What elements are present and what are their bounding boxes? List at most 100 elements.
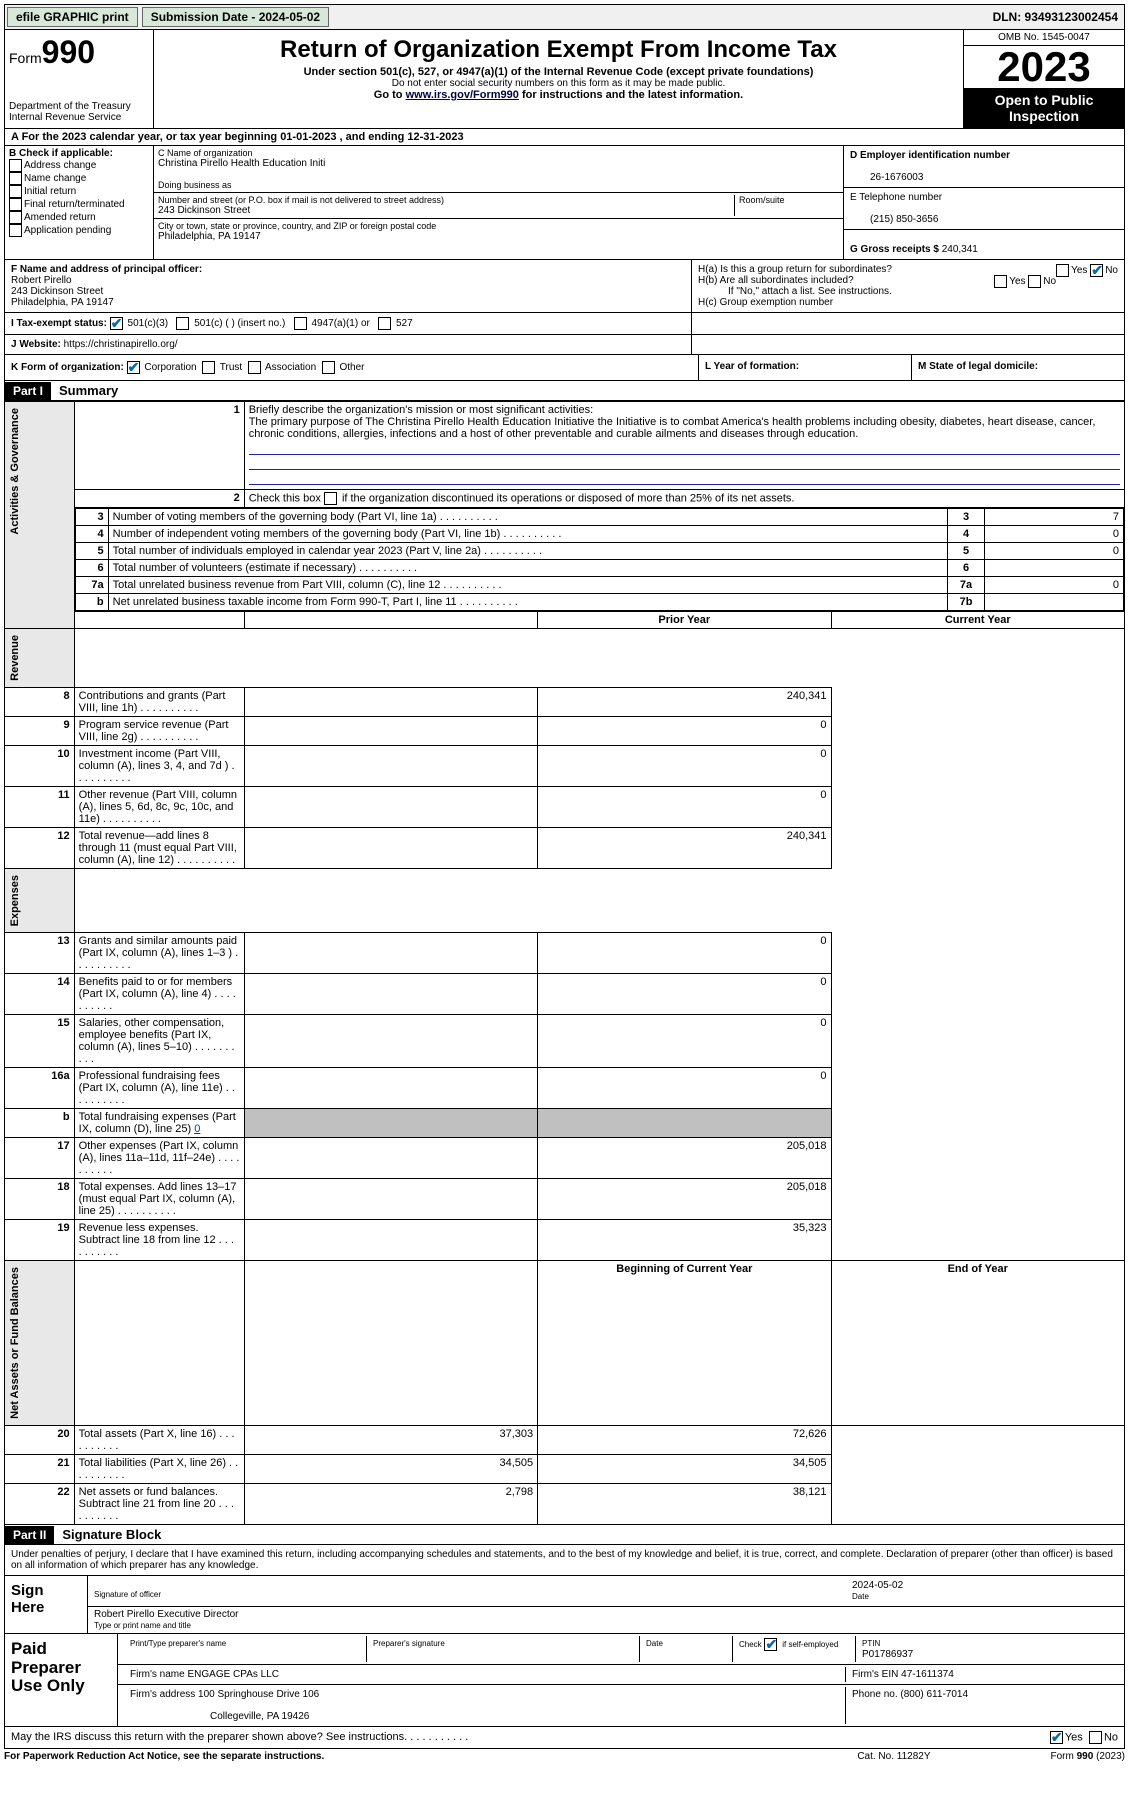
table-row: 21 Total liabilities (Part X, line 26) 3… [5,1455,1125,1484]
gov-rows-container: 3 Number of voting members of the govern… [5,508,1125,612]
sign-here-label: Sign Here [5,1576,88,1633]
b-heading: B Check if applicable: [9,148,149,159]
sig-date-value: 2024-05-02 [852,1580,903,1591]
part1-badge: Part I [5,382,51,400]
line16b-link[interactable]: 0 [194,1123,200,1135]
dept-label: Department of the Treasury Internal Reve… [9,101,149,123]
paid-h4a: Check [739,1640,762,1649]
e-label: E Telephone number [850,192,942,203]
table-row: 10 Investment income (Part VIII, column … [5,745,1125,786]
goto-prefix: Go to [374,89,406,101]
f-city: Philadelphia, PA 19147 [11,297,114,308]
chk-assoc[interactable] [248,361,261,374]
topbar: efile GRAPHIC print Submission Date - 20… [4,4,1125,30]
table-row: 19 Revenue less expenses. Subtract line … [5,1220,1125,1261]
row-klm: K Form of organization: Corporation Trus… [4,355,1125,381]
table-row: 3 Number of voting members of the govern… [75,509,1123,526]
row-j: J Website: https://christinapirello.org/ [4,335,1125,355]
chk-501c3[interactable] [110,317,123,330]
l-block: L Year of formation: [699,355,912,380]
footer-right: Form 990 (2023) [1051,1751,1125,1762]
table-row: 12 Total revenue—add lines 8 through 11 … [5,827,1125,868]
phone-value: (215) 850-3656 [850,214,938,225]
part2-title: Signature Block [54,1525,169,1544]
sig-blank [94,1578,97,1589]
paid-preparer-label: Paid Preparer Use Only [5,1634,118,1726]
chk-4947[interactable] [294,317,307,330]
table-row: 22 Net assets or fund balances. Subtract… [5,1484,1125,1525]
i-left: I Tax-exempt status: 501(c)(3) 501(c) ( … [5,313,692,334]
h-block: H(a) Is this a group return for subordin… [692,260,1124,312]
discuss-text: May the IRS discuss this return with the… [11,1731,468,1744]
line2-num: 2 [74,490,244,508]
j-left: J Website: https://christinapirello.org/ [5,335,692,354]
table-row: 15 Salaries, other compensation, employe… [5,1015,1125,1068]
chk-other[interactable] [322,361,335,374]
form-title: Return of Organization Exempt From Incom… [158,36,959,64]
row-f-h: F Name and address of principal officer:… [4,260,1125,313]
line16b-current [538,1109,831,1138]
table-row: 14 Benefits paid to or for members (Part… [5,974,1125,1015]
line16b-num: b [5,1109,75,1138]
g-label: G Gross receipts $ [850,244,939,255]
submission-date-button[interactable]: Submission Date - 2024-05-02 [142,7,329,27]
dln-label: DLN: 93493123002454 [987,8,1124,26]
m-block: M State of legal domicile: [912,355,1124,380]
chk-self-employed[interactable] [764,1638,777,1651]
ha-yes[interactable] [1056,264,1069,277]
header-center: Return of Organization Exempt From Incom… [154,30,963,128]
chk-corp[interactable] [127,361,140,374]
hb-yes[interactable] [994,275,1007,288]
f-street: 243 Dickinson Street [11,286,103,297]
chk-final-return[interactable]: Final return/terminated [9,198,149,211]
hb-no[interactable] [1028,275,1041,288]
subtitle-2: Do not enter social security numbers on … [158,78,959,89]
ha-no[interactable] [1090,264,1103,277]
firm-name-line: Firm's name ENGAGE CPAs LLC Firm's EIN 4… [118,1665,1124,1685]
table-row: 17 Other expenses (Part IX, column (A), … [5,1138,1125,1179]
i-label: I Tax-exempt status: [11,318,107,329]
firm-addr1: 100 Springhouse Drive 106 [198,1689,319,1700]
form-header: Form990 Department of the Treasury Inter… [4,30,1125,129]
k-label: K Form of organization: [11,362,124,373]
sig-type-label: Type or print name and title [94,1621,191,1630]
firm-ein-label: Firm's EIN [852,1669,901,1680]
phone-row: E Telephone number (215) 850-3656 [844,188,1124,230]
org-name: Christina Pirello Health Education Initi [158,158,839,169]
subtitle-3: Go to www.irs.gov/Form990 for instructio… [158,89,959,101]
chk-initial-return[interactable]: Initial return [9,185,149,198]
firm-addr-line: Firm's address 100 Springhouse Drive 106… [118,1685,1124,1726]
efile-print-button[interactable]: efile GRAPHIC print [7,7,138,27]
sig-officer-label: Signature of officer [94,1590,161,1599]
website-url: https://christinapirello.org/ [64,339,178,350]
footer-mid: Cat. No. 11282Y [857,1751,930,1762]
chk-501c[interactable] [176,317,189,330]
org-name-row: C Name of organization Christina Pirello… [154,146,843,193]
d-label: D Employer identification number [850,150,1010,161]
line1-num: 1 [74,402,244,490]
gross-value: 240,341 [942,244,978,255]
chk-application-pending[interactable]: Application pending [9,224,149,237]
footer-left: For Paperwork Reduction Act Notice, see … [4,1751,324,1762]
chk-address-change[interactable]: Address change [9,159,149,172]
chk-discontinued[interactable] [324,492,337,505]
summary-table: Activities & Governance 1 Briefly descri… [4,401,1125,1525]
footer-row: For Paperwork Reduction Act Notice, see … [4,1749,1125,1764]
table-row: 4 Number of independent voting members o… [75,526,1123,543]
ha-row: H(a) Is this a group return for subordin… [698,264,1118,275]
form-prefix: Form [9,50,42,66]
form990-link[interactable]: www.irs.gov/Form990 [406,89,519,101]
table-row: 16a Professional fundraising fees (Part … [5,1068,1125,1109]
k-block: K Form of organization: Corporation Trus… [5,355,699,380]
discuss-no[interactable] [1089,1731,1102,1744]
discuss-yes[interactable] [1050,1731,1063,1744]
chk-527[interactable] [378,317,391,330]
street-label: Number and street (or P.O. box if mail i… [158,195,730,205]
j-right-empty [692,335,1124,354]
table-row: 20 Total assets (Part X, line 16) 37,303… [5,1426,1125,1455]
chk-trust[interactable] [202,361,215,374]
chk-amended-return[interactable]: Amended return [9,211,149,224]
ein-row: D Employer identification number 26-1676… [844,146,1124,188]
header-left: Form990 Department of the Treasury Inter… [5,30,154,128]
chk-name-change[interactable]: Name change [9,172,149,185]
